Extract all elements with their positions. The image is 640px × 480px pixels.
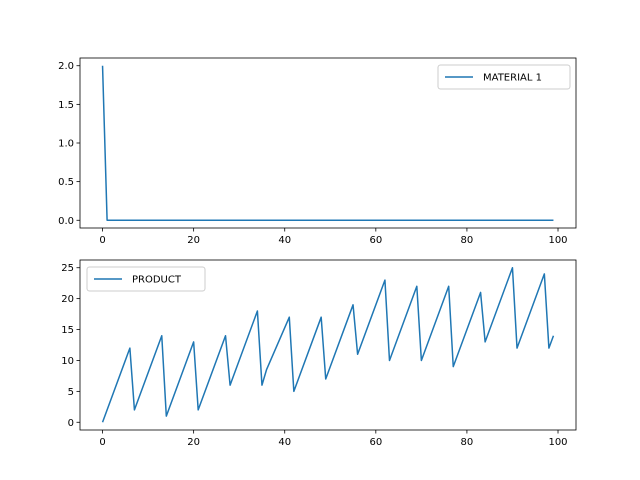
legend: MATERIAL 1 <box>437 64 571 90</box>
x-tick-label: 60 <box>369 437 382 448</box>
y-tick-label: 1.0 <box>58 139 74 150</box>
x-tick-label: 40 <box>278 235 291 246</box>
x-tick-label: 80 <box>461 235 474 246</box>
bottom-subplot: 0 20 40 60 80 100 0 5 10 15 20 25 PRODUCT <box>61 259 577 448</box>
y-tick-label: 25 <box>61 263 74 274</box>
y-tick-label: 10 <box>61 356 74 367</box>
legend: PRODUCT <box>86 266 206 292</box>
legend-box <box>86 266 206 292</box>
legend-box <box>437 64 571 90</box>
y-tick-label: 15 <box>61 325 74 336</box>
x-tick-label: 60 <box>369 235 382 246</box>
series-line-material-1 <box>101 65 554 222</box>
y-tick-label: 5 <box>68 387 74 398</box>
x-tick-label: 100 <box>548 437 567 448</box>
x-tick-label: 0 <box>99 235 105 246</box>
x-tick-label: 0 <box>99 437 105 448</box>
y-tick-label: 20 <box>61 294 74 305</box>
y-tick-label: 1.5 <box>58 100 74 111</box>
top-subplot: 0 20 40 60 80 100 0.0 0.5 1.0 1.5 2.0 MATERIAL 1 <box>58 57 577 246</box>
x-tick-label: 100 <box>548 235 567 246</box>
legend-label: MATERIAL 1 <box>483 73 542 84</box>
y-tick-label: 0 <box>68 418 74 429</box>
x-tick-label: 20 <box>187 235 200 246</box>
x-tick-label: 80 <box>461 437 474 448</box>
y-tick-label: 0.0 <box>58 216 74 227</box>
x-tick-label: 40 <box>278 437 291 448</box>
y-tick-label: 2.0 <box>58 61 74 72</box>
x-tick-label: 20 <box>187 437 200 448</box>
series-line-product <box>101 266 555 423</box>
y-tick-label: 0.5 <box>58 177 74 188</box>
legend-label: PRODUCT <box>132 275 182 286</box>
axes-frame <box>79 259 577 431</box>
